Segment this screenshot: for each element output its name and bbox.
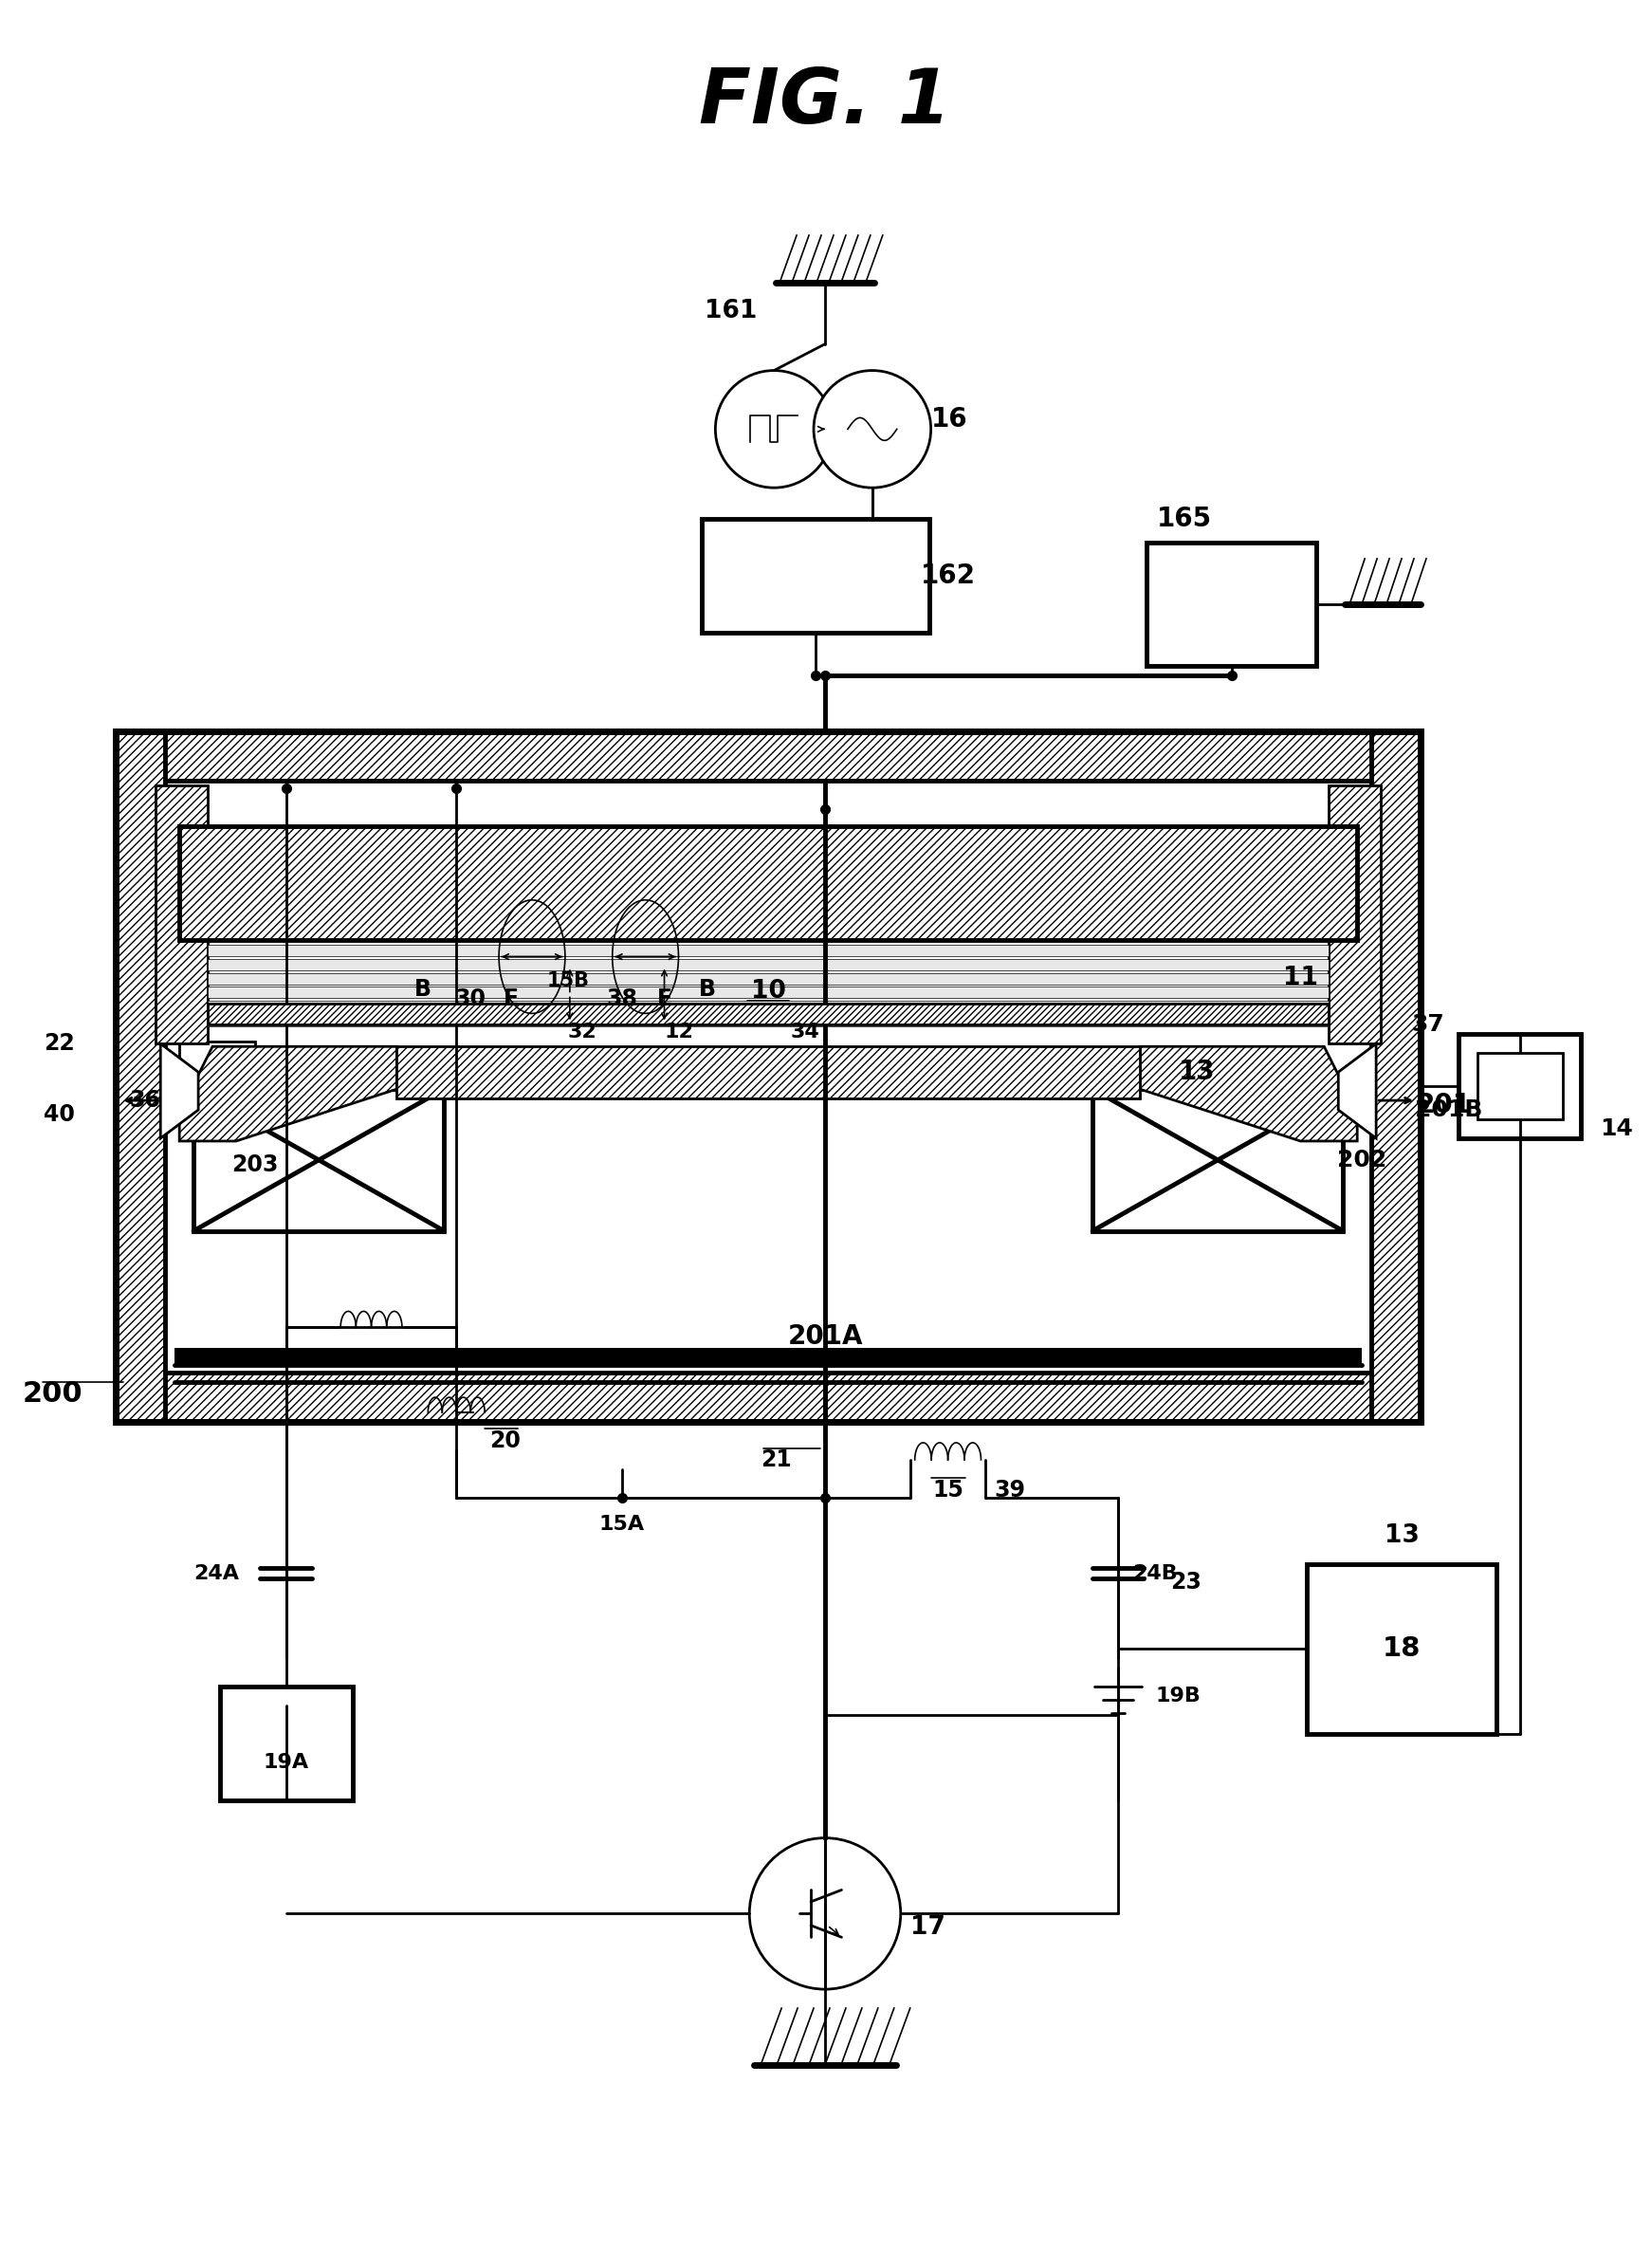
- Text: 24A: 24A: [193, 1563, 239, 1583]
- Bar: [1308, 1563, 1496, 1735]
- Text: 15: 15: [933, 1479, 964, 1501]
- Text: 18: 18: [1382, 1635, 1422, 1662]
- Text: 10: 10: [751, 980, 786, 1005]
- Bar: [208, 1016, 1329, 1027]
- Text: 161: 161: [705, 299, 756, 324]
- Bar: [1372, 733, 1420, 1422]
- Text: E: E: [657, 989, 672, 1012]
- Bar: [180, 1041, 254, 1123]
- Bar: [220, 1687, 352, 1801]
- Bar: [155, 785, 208, 1043]
- Text: 20: 20: [489, 1429, 520, 1452]
- Text: 200: 200: [23, 1379, 83, 1408]
- Text: 19B: 19B: [1156, 1687, 1202, 1706]
- Text: 40: 40: [45, 1102, 74, 1125]
- Text: 201: 201: [1417, 1091, 1471, 1118]
- Circle shape: [750, 1837, 901, 1989]
- Bar: [208, 1005, 1329, 1025]
- Text: 38: 38: [606, 989, 637, 1012]
- Bar: [1093, 1089, 1342, 1232]
- Bar: [208, 959, 1329, 971]
- Text: 39: 39: [994, 1479, 1025, 1501]
- Text: 23: 23: [1171, 1572, 1202, 1594]
- Bar: [1329, 785, 1380, 1043]
- Bar: [702, 519, 930, 633]
- Text: 16: 16: [931, 406, 967, 433]
- Bar: [116, 733, 1420, 1422]
- Text: 15A: 15A: [599, 1515, 644, 1533]
- Text: 21: 21: [761, 1449, 792, 1472]
- Text: 24B: 24B: [1133, 1563, 1177, 1583]
- Text: 14: 14: [1600, 1118, 1633, 1141]
- Bar: [193, 1089, 444, 1232]
- Text: FIG. 1: FIG. 1: [698, 66, 951, 141]
- Bar: [175, 1347, 1362, 1365]
- Text: 36: 36: [129, 1089, 160, 1111]
- Text: 30: 30: [456, 989, 485, 1012]
- Text: 17: 17: [910, 1916, 944, 1939]
- Text: 202: 202: [1337, 1148, 1387, 1170]
- Bar: [396, 1046, 1139, 1098]
- Bar: [1478, 1052, 1562, 1120]
- Bar: [208, 973, 1329, 984]
- Polygon shape: [160, 1043, 198, 1139]
- Text: 32: 32: [568, 1023, 598, 1041]
- Text: 19A: 19A: [264, 1753, 309, 1771]
- Text: 162: 162: [920, 562, 976, 590]
- Bar: [208, 943, 1329, 955]
- Text: 203: 203: [231, 1154, 279, 1177]
- Text: 13: 13: [1384, 1524, 1420, 1547]
- Text: E: E: [504, 989, 518, 1012]
- Text: 37: 37: [1412, 1014, 1445, 1036]
- Text: 13: 13: [1179, 1059, 1215, 1086]
- Circle shape: [814, 370, 931, 488]
- Text: 201A: 201A: [788, 1325, 863, 1349]
- Text: 22: 22: [45, 1032, 74, 1055]
- Bar: [116, 733, 1420, 780]
- Text: 15B: 15B: [546, 971, 589, 989]
- Polygon shape: [1339, 1043, 1377, 1139]
- Text: 11: 11: [1283, 966, 1317, 989]
- Text: B: B: [414, 978, 433, 1000]
- Bar: [116, 1372, 1420, 1422]
- Bar: [208, 987, 1329, 998]
- Text: 201B: 201B: [1415, 1098, 1483, 1120]
- Text: 165: 165: [1157, 506, 1212, 533]
- Bar: [180, 826, 1357, 939]
- Text: 12: 12: [664, 1023, 693, 1041]
- Circle shape: [715, 370, 832, 488]
- Text: B: B: [698, 978, 715, 1000]
- Polygon shape: [180, 1046, 396, 1141]
- Bar: [208, 1000, 1329, 1012]
- Text: 34: 34: [791, 1023, 821, 1041]
- Bar: [116, 733, 165, 1422]
- Polygon shape: [1139, 1046, 1357, 1141]
- Bar: [116, 733, 1420, 1422]
- Bar: [1146, 542, 1316, 665]
- Bar: [1458, 1034, 1582, 1139]
